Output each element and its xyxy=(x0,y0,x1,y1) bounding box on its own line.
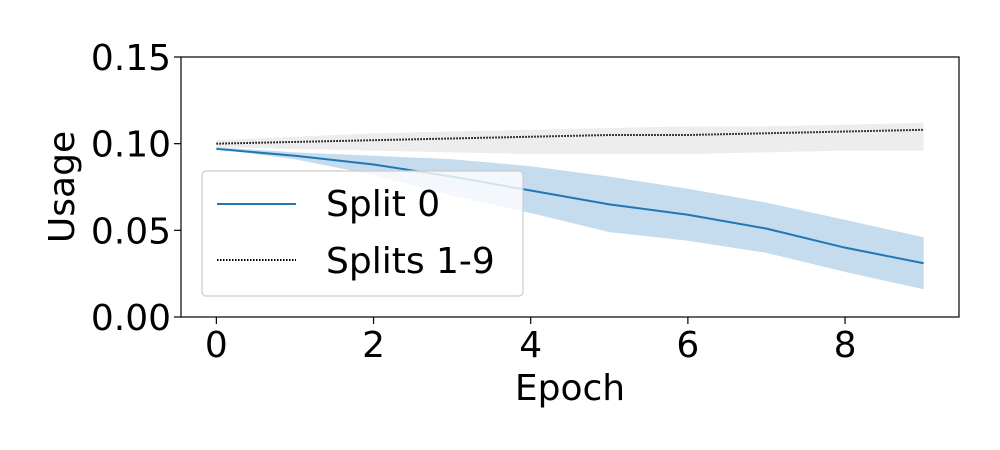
y-tick-label: 0.00 xyxy=(91,298,171,339)
x-axis-label: Epoch xyxy=(515,368,625,409)
x-tick-label: 6 xyxy=(676,325,699,366)
band-series-0 xyxy=(216,147,924,290)
x-axis-ticks: 0 2 4 6 8 xyxy=(205,317,857,366)
x-tick-label: 4 xyxy=(519,325,542,366)
x-tick-label: 2 xyxy=(362,325,385,366)
y-axis-label: Usage xyxy=(42,131,83,243)
x-tick-label: 8 xyxy=(834,325,857,366)
confidence-bands xyxy=(216,122,924,290)
x-tick-label: 0 xyxy=(205,325,228,366)
y-tick-label: 0.10 xyxy=(91,125,171,166)
legend-box xyxy=(201,170,524,297)
legend-label-split-0: Split 0 xyxy=(326,184,440,225)
band-series-1 xyxy=(216,122,924,155)
line-series-1 xyxy=(216,128,924,145)
y-tick-label: 0.15 xyxy=(91,38,171,79)
y-axis-ticks: 0.00 0.05 0.10 0.15 xyxy=(91,38,181,339)
legend-label-splits-1-9: Splits 1-9 xyxy=(326,241,495,282)
y-tick-label: 0.05 xyxy=(91,211,171,252)
legend: Split 0 Splits 1-9 xyxy=(201,170,524,297)
plot-frame xyxy=(180,56,960,318)
series-lines xyxy=(216,128,924,265)
line-series-0 xyxy=(216,147,924,265)
